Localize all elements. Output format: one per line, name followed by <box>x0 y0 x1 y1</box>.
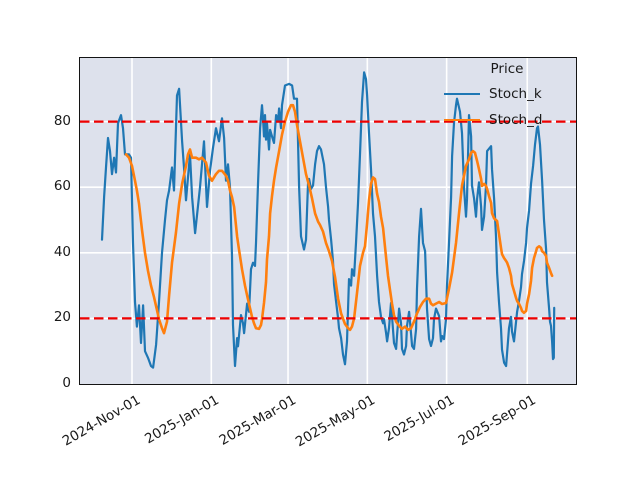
x-tick-label: 2025-Sep-01 <box>455 392 539 450</box>
x-tick-label: 2025-Jul-01 <box>381 392 458 446</box>
legend-label-stoch-d: Stoch_d <box>489 112 543 128</box>
y-tick-label: 20 <box>53 309 71 326</box>
y-tick-label: 60 <box>53 178 71 195</box>
legend-label-stoch-k: Stoch_k <box>489 86 542 102</box>
x-tick-label: 2025-Jan-01 <box>142 392 223 448</box>
stoch-k-line-sample <box>444 93 480 95</box>
legend-title: Price <box>490 61 524 77</box>
stoch-k-line <box>100 71 556 369</box>
y-tick-label: 40 <box>53 243 71 260</box>
legend-entry-stoch-k: Stoch_k <box>444 81 570 107</box>
plot-canvas <box>80 58 576 384</box>
plot-area <box>79 57 577 385</box>
y-tick-label: 80 <box>53 112 71 129</box>
legend-entry-stoch-d: Stoch_d <box>444 107 570 133</box>
y-tick-label: 0 <box>62 375 71 391</box>
x-tick-label: 2025-May-01 <box>293 392 379 451</box>
x-tick-label: 2024-Nov-01 <box>59 392 143 450</box>
x-tick-label: 2025-Mar-01 <box>216 392 300 449</box>
legend: Price Stoch_k Stoch_d <box>444 61 570 133</box>
stoch-d-line-sample <box>444 119 480 121</box>
stoch-d-line <box>124 103 554 335</box>
